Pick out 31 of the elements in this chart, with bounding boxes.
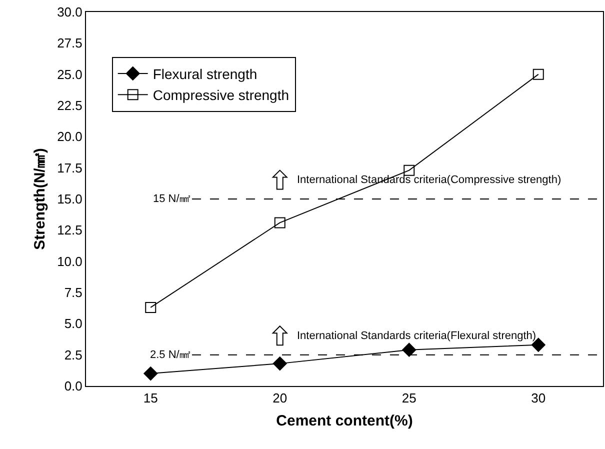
y-tick-label: 20.0 bbox=[57, 129, 82, 144]
ref-line-label: 2.5 N/㎟ bbox=[150, 349, 190, 361]
y-tick-label: 17.5 bbox=[57, 160, 82, 176]
y-tick-label: 10.0 bbox=[57, 254, 82, 269]
point bbox=[145, 302, 156, 313]
y-tick-label: 22.5 bbox=[57, 98, 82, 114]
ref-line-label: 15 N/㎟ bbox=[153, 193, 190, 205]
annotation: International Standards criteria(Flexural strength) bbox=[297, 330, 536, 342]
y-tick-label: 5.0 bbox=[64, 316, 82, 332]
y-tick-label: 30.0 bbox=[57, 4, 82, 20]
legend-label: Flexural strength bbox=[152, 66, 258, 82]
legend-label: Compressive strength bbox=[152, 87, 290, 104]
y-tick-label: 7.5 bbox=[64, 285, 82, 300]
x-tick-label: 25 bbox=[402, 390, 416, 406]
x-tick-label: 20 bbox=[272, 390, 288, 406]
y-axis-title: Strength(N/㎟) bbox=[31, 148, 48, 250]
y-tick-label: 25.0 bbox=[57, 66, 82, 82]
point bbox=[404, 164, 415, 176]
point bbox=[272, 356, 287, 371]
x-tick-label: 30 bbox=[531, 390, 546, 406]
point bbox=[402, 342, 416, 357]
y-tick-label: 12.5 bbox=[57, 222, 82, 238]
point bbox=[532, 68, 544, 80]
y-tick-label: 15.0 bbox=[57, 192, 82, 207]
point bbox=[274, 217, 286, 228]
x-tick-label: 15 bbox=[143, 390, 158, 406]
x-axis-title: Cement content(%) bbox=[276, 412, 413, 430]
point bbox=[144, 366, 158, 381]
y-tick-label: 0.0 bbox=[64, 378, 82, 394]
y-tick-label: 2.5 bbox=[64, 347, 82, 362]
y-tick-label: 27.5 bbox=[57, 36, 82, 51]
